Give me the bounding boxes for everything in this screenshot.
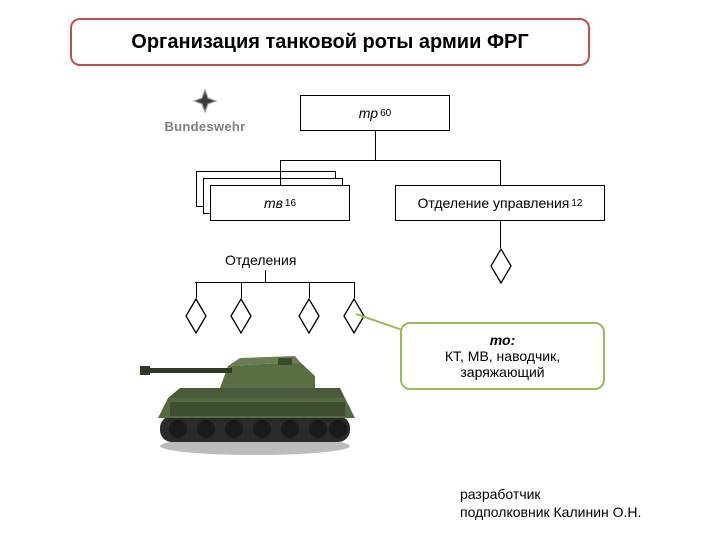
tank-illustration [140,328,370,458]
author-credit: разработчик подполковник Калинин О.Н. [460,485,641,521]
node-platoon: тв 16 [210,185,350,221]
node-hq-count: 12 [571,198,582,209]
callout-pointer [0,0,720,540]
node-hq-section: Отделение управления 12 [395,185,605,221]
node-hq-label: Отделение управления [418,195,570,211]
node-company: тр 60 [300,95,450,131]
bundeswehr-logo: Bundeswehr [160,88,250,134]
node-platoon-label: тв [264,195,283,211]
author-line2: подполковник Калинин О.Н. [460,503,641,521]
author-line1: разработчик [460,485,641,503]
callout-crew: то: КТ, МВ, наводчик, заряжающий [400,322,605,390]
diamond-symbol [490,248,512,284]
node-company-count: 60 [380,108,391,119]
callout-lead: то: [490,332,515,348]
title-box: Организация танковой роты армии ФРГ [70,18,590,66]
node-company-label: тр [359,105,378,121]
page-title: Организация танковой роты армии ФРГ [131,31,528,54]
section-label: Отделения [225,252,296,268]
node-platoon-count: 16 [285,198,296,209]
callout-line3: заряжающий [460,364,544,380]
callout-line2: КТ, МВ, наводчик, [445,348,560,364]
bundeswehr-label: Bundeswehr [160,119,250,134]
iron-cross-icon [192,88,218,119]
